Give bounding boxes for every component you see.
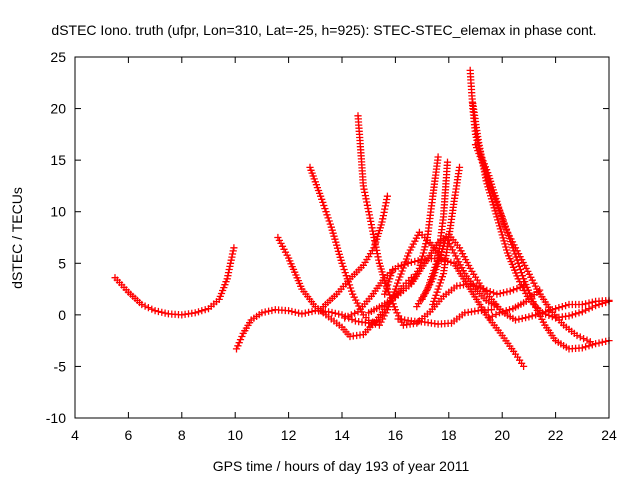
x-tick-label: 8 xyxy=(178,427,186,443)
x-tick-label: 6 xyxy=(125,427,133,443)
x-tick-label: 22 xyxy=(548,427,564,443)
y-tick-label: 0 xyxy=(58,307,66,323)
y-tick-label: 5 xyxy=(58,255,66,271)
x-tick-label: 20 xyxy=(494,427,510,443)
data-series xyxy=(111,244,238,319)
plus-markers xyxy=(394,306,496,328)
x-tick-label: 14 xyxy=(334,427,350,443)
y-tick-label: 10 xyxy=(50,204,66,220)
x-tick-label: 10 xyxy=(227,427,243,443)
plot-frame xyxy=(74,56,610,419)
y-tick-label: 20 xyxy=(50,101,66,117)
plus-markers xyxy=(319,192,391,311)
data-series xyxy=(469,99,613,322)
plus-markers xyxy=(341,254,528,370)
plus-markers xyxy=(111,244,238,319)
x-tick-label: 24 xyxy=(601,427,617,443)
y-tick-label: 25 xyxy=(50,49,66,65)
data-series xyxy=(485,286,544,322)
plus-markers xyxy=(471,141,613,353)
data-series xyxy=(274,233,415,341)
chart-title: dSTEC Iono. truth (ufpr, Lon=310, Lat=-2… xyxy=(51,22,596,38)
plus-markers xyxy=(485,286,544,322)
x-tick-label: 18 xyxy=(441,427,457,443)
data-series xyxy=(341,254,528,370)
y-tick-label: -10 xyxy=(46,410,66,426)
plot-area xyxy=(111,66,613,370)
x-tick-label: 16 xyxy=(388,427,404,443)
data-series xyxy=(319,192,391,311)
data-series xyxy=(471,141,613,353)
data-series xyxy=(418,233,501,311)
x-axis-label: GPS time / hours of day 193 of year 2011 xyxy=(213,458,470,474)
y-axis-label: dSTEC / TECUs xyxy=(9,187,25,289)
data-series xyxy=(394,306,496,328)
plus-markers xyxy=(274,233,415,341)
axes: 4 6 8 10 12 14 16 18 20 22 24 -10 -5 0 5 10 15 20 25 xyxy=(46,49,617,443)
x-tick-label: 12 xyxy=(281,427,297,443)
x-tick-label: 4 xyxy=(71,427,79,443)
plus-markers xyxy=(418,233,501,311)
y-tick-label: 15 xyxy=(50,152,66,168)
y-tick-label: -5 xyxy=(54,358,67,374)
plus-markers xyxy=(469,99,613,322)
